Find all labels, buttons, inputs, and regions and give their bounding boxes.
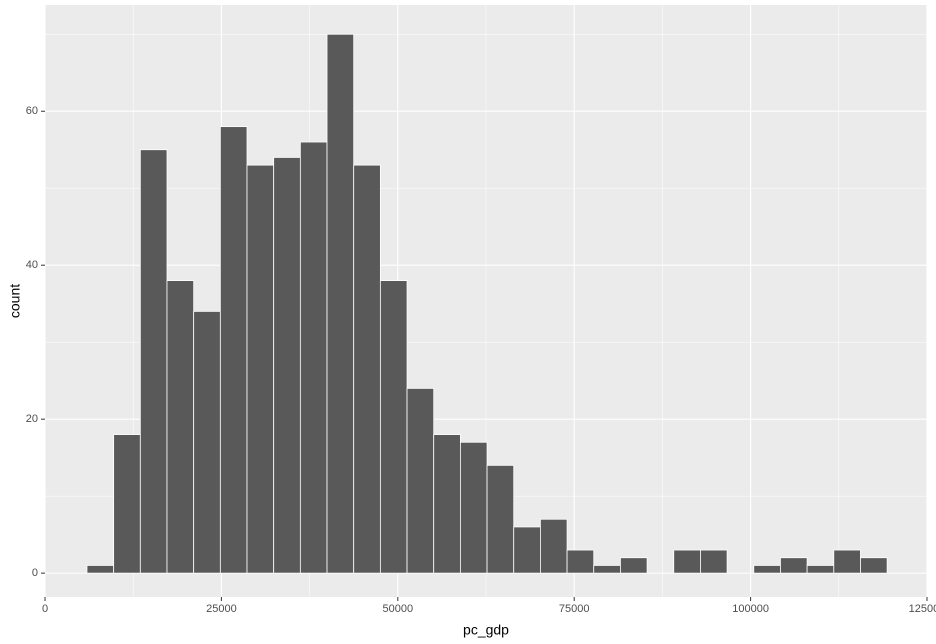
bar bbox=[139, 149, 168, 574]
bar bbox=[833, 549, 861, 574]
x-tick-label: 75000 bbox=[559, 603, 590, 615]
x-axis-title: pc_gdp bbox=[463, 622, 509, 638]
x-tick-label: 125000 bbox=[909, 603, 936, 615]
bar bbox=[806, 565, 835, 574]
x-tick-label: 0 bbox=[42, 603, 48, 615]
bar bbox=[273, 157, 301, 574]
bar bbox=[246, 164, 275, 574]
bar bbox=[326, 33, 355, 574]
bar bbox=[860, 557, 888, 574]
bar bbox=[593, 565, 621, 574]
bar bbox=[86, 565, 115, 574]
bar bbox=[459, 441, 488, 574]
bar bbox=[700, 549, 728, 574]
y-axis-title: count bbox=[7, 284, 23, 318]
bar bbox=[486, 464, 515, 574]
bar bbox=[299, 141, 328, 574]
bar bbox=[673, 549, 701, 574]
bar bbox=[780, 557, 808, 574]
bar bbox=[406, 387, 435, 574]
bar bbox=[166, 280, 195, 574]
bar bbox=[219, 126, 248, 574]
y-tick-label: 60 bbox=[26, 105, 38, 117]
bar bbox=[353, 164, 381, 574]
bar bbox=[540, 518, 568, 574]
x-tick-label: 50000 bbox=[383, 603, 414, 615]
x-tick-label: 100000 bbox=[732, 603, 769, 615]
bar bbox=[566, 549, 595, 574]
bar bbox=[620, 557, 648, 574]
bar bbox=[433, 434, 461, 574]
x-tick-label: 25000 bbox=[206, 603, 237, 615]
bar bbox=[753, 565, 781, 574]
y-tick-label: 0 bbox=[32, 567, 38, 579]
y-tick-label: 40 bbox=[26, 259, 38, 271]
bar bbox=[379, 280, 408, 574]
y-tick-label: 20 bbox=[26, 413, 38, 425]
bar bbox=[193, 310, 221, 574]
bar bbox=[513, 526, 541, 574]
bar bbox=[113, 434, 141, 574]
